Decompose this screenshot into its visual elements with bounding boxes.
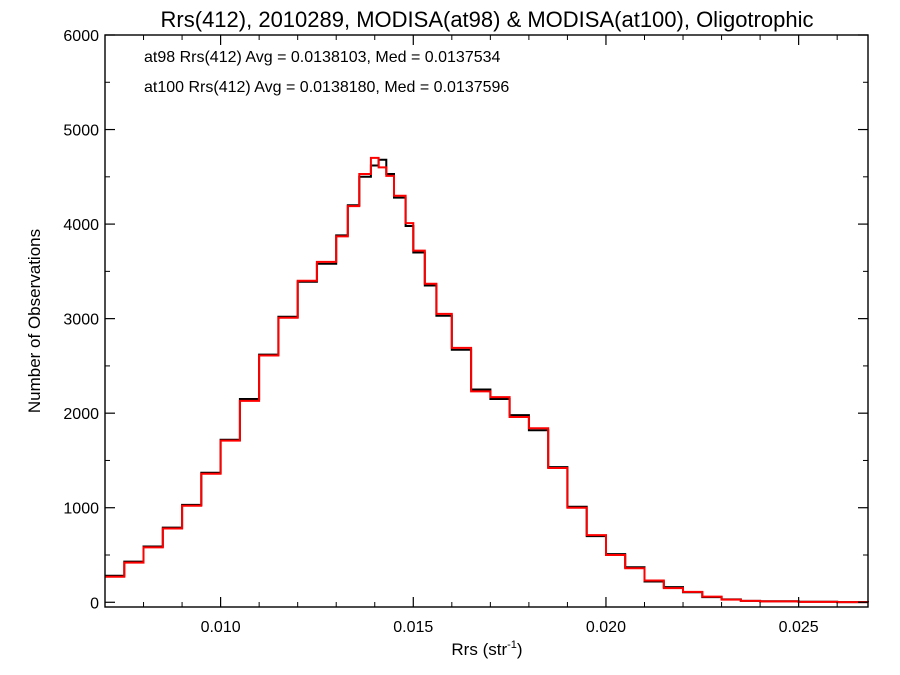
y-tick-label: 2000 [63, 406, 99, 423]
chart-title: Rrs(412), 2010289, MODISA(at98) & MODISA… [161, 7, 814, 32]
legend-entry-at100: at100 Rrs(412) Avg = 0.0138180, Med = 0.… [144, 79, 509, 96]
x-tick-label: 0.010 [201, 619, 241, 636]
y-tick-label: 3000 [63, 312, 99, 329]
series-layer [105, 156, 869, 604]
y-tick-label: 5000 [63, 123, 99, 140]
x-axis: 0.010 0.015 0.020 0.025 [143, 35, 838, 636]
series-at98 [105, 158, 869, 604]
x-tick-label: 0.020 [586, 619, 626, 636]
series-at100 [105, 156, 869, 604]
x-axis-label-close: ) [517, 640, 523, 659]
y-axis: 0 1000 2000 3000 4000 5000 6000 [63, 28, 868, 612]
y-axis-label: Number of Observations [25, 229, 44, 413]
y-tick-label: 1000 [63, 501, 99, 518]
plot-frame [104, 34, 869, 608]
legend-entry-at98: at98 Rrs(412) Avg = 0.0138103, Med = 0.0… [144, 49, 501, 66]
x-axis-label-superscript: -1 [507, 639, 517, 651]
x-axis-label: Rrs (str-1) [451, 639, 522, 659]
x-axis-label-text: Rrs (str [451, 640, 507, 659]
x-tick-label: 0.025 [779, 619, 819, 636]
y-tick-label: 4000 [63, 217, 99, 234]
x-tick-label: 0.015 [393, 619, 433, 636]
y-tick-label: 6000 [63, 28, 99, 45]
y-tick-label: 0 [90, 595, 99, 612]
